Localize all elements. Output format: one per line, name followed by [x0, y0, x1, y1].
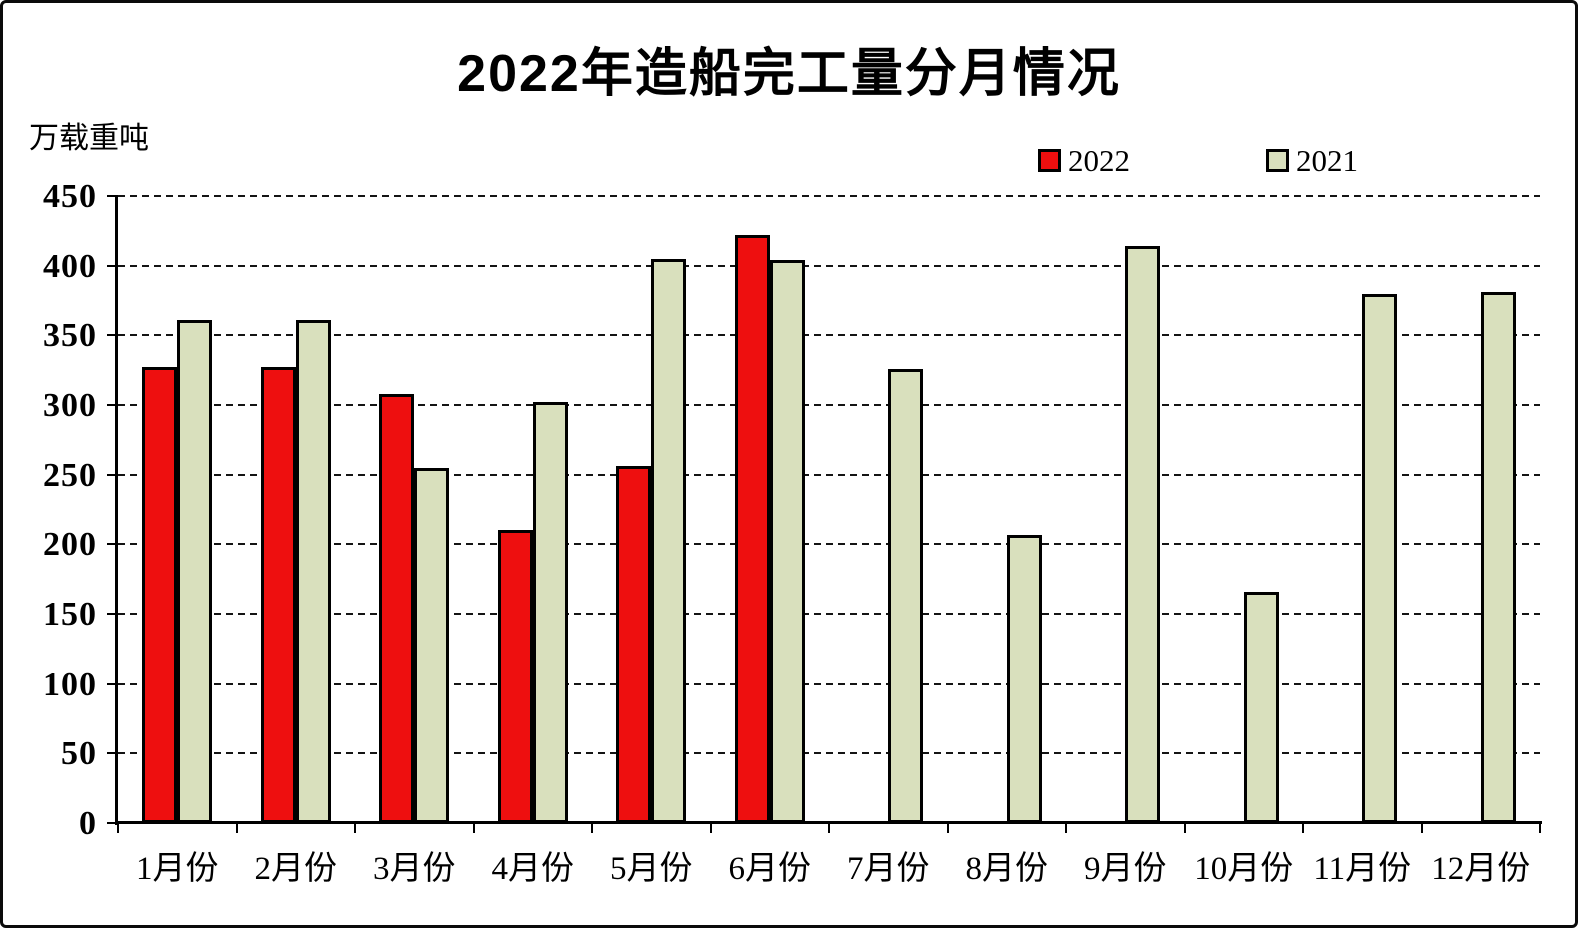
x-axis-line: [115, 821, 1542, 824]
gridline-200: [118, 543, 1540, 546]
y-tick-label: 350: [43, 317, 97, 355]
x-axis-tick: [117, 824, 119, 833]
legend-item-2021: 2021: [1266, 145, 1358, 176]
y-tick-label: 400: [43, 247, 97, 285]
bar-group-5月份: [592, 196, 711, 823]
gridline-150: [118, 613, 1540, 615]
x-axis-tick: [591, 824, 593, 833]
bar-2021-12月份: [1480, 292, 1516, 823]
bar-group-12月份: [1422, 196, 1541, 823]
x-axis-tick: [1539, 824, 1541, 833]
y-axis-tick: [107, 543, 117, 546]
bar-group-6月份: [711, 196, 830, 823]
bar-2021-3月份: [414, 468, 450, 823]
bar-group-2月份: [237, 196, 356, 823]
x-axis-tick: [1183, 824, 1186, 833]
x-axis-tick: [828, 824, 830, 833]
y-tick-label: 100: [43, 665, 97, 703]
x-category-label: 1月份: [136, 851, 219, 887]
bar-2022-3月份: [379, 394, 415, 823]
legend-swatch-2022: [1038, 149, 1061, 172]
x-category-label: 7月份: [847, 851, 930, 887]
y-axis-tick: [107, 334, 117, 337]
x-category-label: 8月份: [965, 851, 1049, 887]
x-axis-tick: [235, 824, 238, 833]
y-tick-label: 150: [43, 596, 97, 633]
bar-2022-4月份: [497, 530, 533, 823]
bar-2021-7月份: [888, 369, 924, 823]
y-axis-tick: [107, 822, 117, 824]
y-tick-label: 0: [79, 805, 97, 842]
bar-group-3月份: [355, 196, 474, 823]
legend-item-2022: 2022: [1038, 145, 1130, 176]
x-axis-tick: [709, 824, 712, 833]
y-axis-tick: [107, 682, 117, 685]
chart-title: 2022年造船完工量分月情况: [457, 45, 1121, 103]
x-category-label: 3月份: [373, 851, 456, 887]
gridline-100: [118, 682, 1540, 685]
x-axis-tick: [1420, 824, 1423, 833]
bar-2022-2月份: [260, 367, 296, 823]
gridline-400: [118, 264, 1540, 267]
bar-2021-6月份: [769, 260, 805, 823]
gridline-300: [118, 404, 1540, 406]
y-tick-label: 450: [43, 178, 97, 215]
y-axis-unit-label: 万载重吨: [29, 122, 149, 155]
bar-2022-1月份: [142, 367, 178, 823]
bar-group-9月份: [1066, 196, 1185, 823]
x-category-label: 11月份: [1313, 851, 1412, 887]
y-tick-label: 200: [43, 526, 97, 564]
x-category-label: 4月份: [491, 851, 575, 887]
y-tick-label: 250: [43, 456, 97, 494]
y-axis-tick: [107, 404, 117, 406]
bar-group-8月份: [948, 196, 1067, 823]
x-category-label: 9月份: [1084, 851, 1167, 887]
bar-2021-2月份: [295, 320, 331, 823]
legend-swatch-2021: [1266, 149, 1289, 172]
x-category-label: 10月份: [1194, 851, 1294, 887]
y-axis-tick: [107, 473, 117, 476]
y-axis-tick: [107, 195, 117, 197]
x-category-label: 2月份: [254, 851, 338, 887]
bar-2021-11月份: [1362, 294, 1398, 823]
bar-group-11月份: [1303, 196, 1422, 823]
bar-group-10月份: [1185, 196, 1304, 823]
y-axis-tick: [107, 264, 117, 267]
bar-group-1月份: [118, 196, 237, 823]
x-category-label: 12月份: [1431, 851, 1531, 887]
bar-2021-5月份: [651, 259, 687, 823]
x-axis-tick: [1065, 824, 1067, 833]
y-tick-label: 50: [61, 735, 97, 773]
y-axis-line: [115, 195, 118, 825]
y-tick-label: 300: [43, 387, 97, 424]
bar-2022-5月份: [616, 466, 652, 823]
gridline-350: [118, 334, 1540, 337]
bar-2021-10月份: [1243, 592, 1279, 823]
bar-2021-1月份: [177, 320, 213, 823]
bar-2021-8月份: [1006, 535, 1042, 823]
x-axis-tick: [946, 824, 949, 833]
y-axis-tick: [107, 752, 117, 755]
x-axis-tick: [1302, 824, 1304, 833]
bar-group-4月份: [474, 196, 593, 823]
gridline-250: [118, 473, 1540, 476]
gridline-50: [118, 752, 1540, 755]
x-category-label: 6月份: [728, 851, 812, 887]
x-axis-tick: [472, 824, 475, 833]
plot-area: [118, 195, 1541, 823]
bar-2021-4月份: [532, 402, 568, 823]
gridline-450: [118, 195, 1540, 197]
bar-2021-9月份: [1125, 246, 1161, 823]
x-axis-tick: [354, 824, 356, 833]
x-category-label: 5月份: [610, 851, 693, 887]
legend-label: 2022: [1068, 143, 1130, 178]
legend-label: 2021: [1296, 143, 1358, 178]
bar-group-7月份: [829, 196, 948, 823]
bar-2022-6月份: [734, 235, 770, 823]
y-axis-tick: [107, 613, 117, 615]
